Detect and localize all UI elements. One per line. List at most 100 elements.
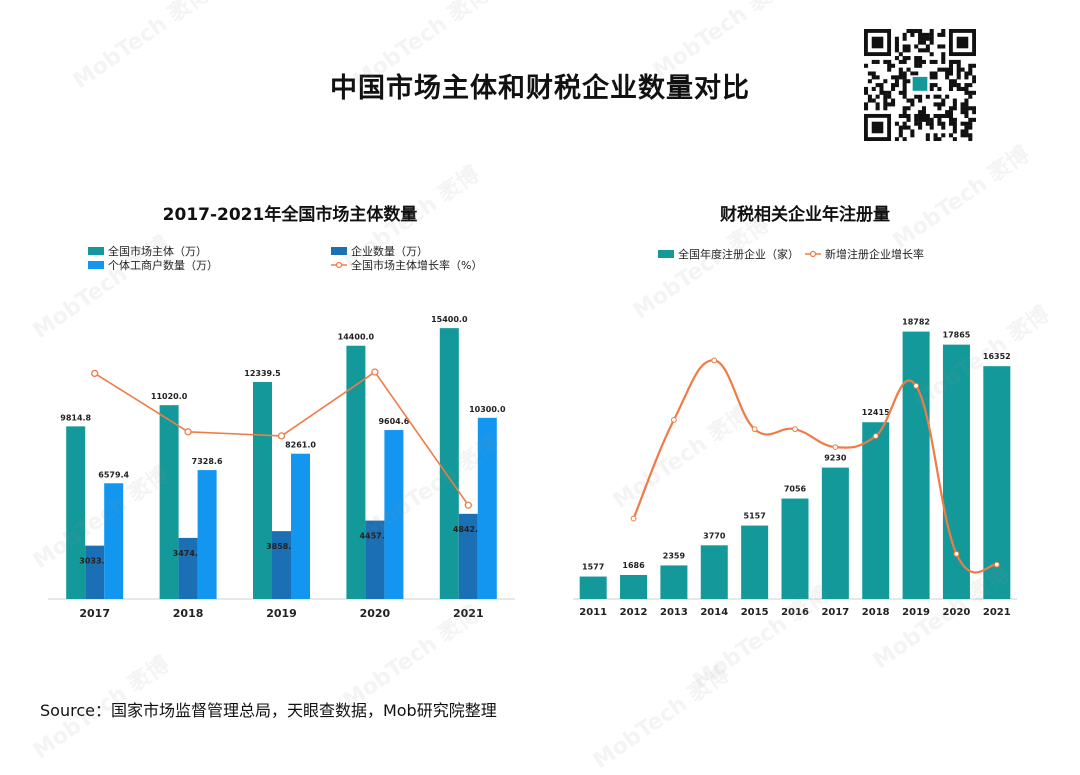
left-bar-label: 7328.6 — [192, 457, 223, 466]
right-legend-label: 新增注册企业增长率 — [825, 247, 924, 261]
right-growth-point — [993, 561, 1000, 568]
left-x-tick-label: 2020 — [360, 607, 391, 620]
right-bar — [620, 574, 648, 599]
right-bar-label: 3770 — [703, 531, 726, 540]
right-x-tick-label: 2019 — [902, 607, 930, 618]
left-legend-label: 个体工商户数量（万） — [108, 258, 218, 272]
left-bar-label: 9604.6 — [378, 417, 409, 426]
left-bar-label: 9814.8 — [60, 413, 91, 422]
left-bar — [346, 345, 366, 599]
right-bar-label: 9230 — [824, 454, 847, 463]
right-bar — [781, 498, 809, 599]
right-x-tick-label: 2016 — [781, 607, 809, 618]
right-x-tick-label: 2017 — [821, 607, 849, 618]
right-growth-point — [751, 426, 758, 433]
right-legend-label: 全国年度注册企业（家） — [678, 247, 799, 261]
right-x-tick-label: 2011 — [579, 607, 607, 618]
left-bar — [197, 470, 217, 599]
left-legend-item: 全国市场主体（万） — [88, 244, 207, 258]
left-growth-point — [184, 428, 192, 436]
left-bar — [477, 417, 497, 599]
left-bar — [253, 381, 272, 599]
right-bar-label: 12415 — [862, 408, 890, 417]
left-bar — [178, 537, 198, 599]
right-bar — [821, 467, 849, 599]
right-legend-item: 全国年度注册企业（家） — [658, 247, 799, 261]
right-bar-label: 5157 — [744, 512, 766, 521]
right-bar — [660, 565, 688, 599]
right-bar-label: 1686 — [622, 561, 645, 570]
left-bar-label: 11020.0 — [151, 392, 188, 401]
right-chart-title: 财税相关企业年注册量 — [720, 205, 890, 225]
left-bar — [439, 328, 459, 599]
left-bar — [384, 430, 404, 599]
right-growth-point — [913, 382, 919, 389]
left-bar-label: 4457.2 — [359, 532, 390, 541]
left-bar-label: 4842.3 — [453, 525, 484, 534]
right-bar-label: 7056 — [784, 485, 807, 494]
left-bar-label: 6579.4 — [98, 470, 129, 479]
left-bar-label: 3474.2 — [173, 549, 204, 558]
left-bar — [66, 426, 86, 599]
left-bar-label: 12339.5 — [244, 369, 281, 378]
qr-code-icon — [864, 29, 976, 141]
right-legend-item: 新增注册企业增长率 — [805, 247, 924, 261]
left-legend-item: 企业数量（万） — [331, 244, 428, 258]
left-x-tick-label: 2017 — [79, 607, 110, 620]
left-bar — [365, 520, 385, 599]
right-bar — [741, 525, 769, 599]
page-title: 中国市场主体和财税企业数量对比 — [330, 73, 750, 104]
right-bar-label: 2359 — [663, 551, 686, 560]
right-x-tick-label: 2021 — [983, 607, 1011, 618]
source-note: Source：国家市场监督管理总局，天眼查数据，Mob研究院整理 — [40, 701, 497, 720]
right-x-tick-label: 2012 — [620, 607, 648, 618]
right-bar-label: 16352 — [983, 352, 1011, 361]
right-growth-point — [792, 426, 798, 433]
right-growth-point — [832, 444, 839, 451]
left-growth-point — [464, 501, 472, 509]
right-bar — [579, 576, 607, 599]
left-bar — [104, 483, 124, 599]
left-bar — [458, 513, 478, 599]
left-x-tick-label: 2018 — [173, 607, 204, 620]
left-growth-point — [371, 368, 379, 376]
left-bar-label: 10300.0 — [469, 405, 506, 414]
right-x-tick-label: 2015 — [741, 607, 769, 618]
right-growth-point — [872, 433, 879, 439]
left-legend-label: 企业数量（万） — [351, 244, 428, 258]
left-bar-label: 14400.0 — [338, 333, 375, 342]
right-x-tick-label: 2014 — [700, 607, 728, 618]
right-growth-line — [632, 359, 998, 574]
right-x-tick-label: 2020 — [943, 607, 971, 618]
left-bar-label: 3858.3 — [266, 542, 297, 551]
left-bar-label: 8261.0 — [285, 441, 316, 450]
right-bar — [862, 422, 890, 599]
right-bar-label: 1577 — [582, 563, 604, 572]
left-growth-point — [91, 369, 99, 378]
right-bar-label: 18782 — [902, 318, 930, 327]
right-growth-point — [953, 550, 960, 557]
right-x-tick-label: 2018 — [862, 607, 890, 618]
left-x-tick-label: 2019 — [266, 607, 297, 620]
left-bar — [291, 453, 310, 599]
right-bar — [942, 344, 970, 599]
left-growth-point — [277, 432, 286, 440]
left-legend-item: 全国市场主体增长率（%） — [331, 258, 482, 272]
charts-canvas: 全国市场主体（万）个体工商户数量（万） 企业数量（万）全国市场主体增长率（%） 20… — [48, 244, 1017, 620]
left-bar — [272, 531, 291, 599]
left-legend-label: 全国市场主体增长率（%） — [351, 258, 482, 272]
left-bar — [159, 405, 179, 599]
right-bar — [902, 331, 930, 599]
right-bar — [700, 545, 728, 599]
left-chart-title: 2017-2021年全国市场主体数量 — [162, 205, 418, 225]
left-legend-item: 个体工商户数量（万） — [88, 258, 218, 272]
left-legend-label: 全国市场主体（万） — [108, 244, 207, 258]
right-growth-point — [711, 357, 718, 364]
right-growth-point — [630, 515, 637, 522]
left-bar-label: 3033.7 — [79, 557, 110, 566]
right-bar — [983, 366, 1011, 599]
left-x-tick-label: 2021 — [453, 607, 484, 620]
right-x-tick-label: 2013 — [660, 607, 688, 618]
left-bar — [85, 545, 105, 599]
right-growth-point — [671, 416, 677, 423]
